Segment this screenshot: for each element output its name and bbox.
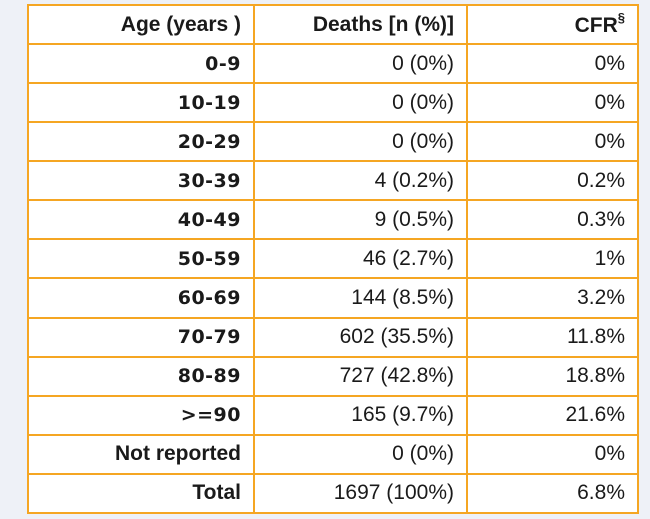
table-row: 0-9 0 (0%) 0% xyxy=(27,42,639,85)
deaths-cell: 46 (2.7%) xyxy=(253,238,468,280)
deaths-cell: 1697 (100%) xyxy=(253,472,468,515)
age-group-cell: 80-89 xyxy=(27,355,255,397)
table-row: 30-39 4 (0.2%) 0.2% xyxy=(27,160,639,202)
deaths-cell: 727 (42.8%) xyxy=(253,355,468,397)
age-group-cell: Total xyxy=(27,472,255,515)
deaths-cell: 0 (0%) xyxy=(253,433,468,475)
age-group-cell: 40-49 xyxy=(27,199,255,241)
age-group-cell: 20-29 xyxy=(27,121,255,163)
table-row: >=90 165 (9.7%) 21.6% xyxy=(27,394,639,436)
table-row-not-reported: Not reported 0 (0%) 0% xyxy=(27,433,639,475)
cfr-cell: 0% xyxy=(466,42,639,85)
deaths-cell: 602 (35.5%) xyxy=(253,316,468,358)
deaths-cell: 165 (9.7%) xyxy=(253,394,468,436)
age-group-cell: 60-69 xyxy=(27,277,255,319)
table-row-total: Total 1697 (100%) 6.8% xyxy=(27,472,639,515)
deaths-cell: 4 (0.2%) xyxy=(253,160,468,202)
age-group-cell: 10-19 xyxy=(27,82,255,124)
age-group-cell: >=90 xyxy=(27,394,255,436)
header-age: Age (years ) xyxy=(27,4,255,45)
table-row: 10-19 0 (0%) 0% xyxy=(27,82,639,124)
header-deaths: Deaths [n (%)] xyxy=(253,4,468,45)
deaths-cell: 144 (8.5%) xyxy=(253,277,468,319)
cfr-cell: 0% xyxy=(466,82,639,124)
cfr-cell: 0.2% xyxy=(466,160,639,202)
deaths-cell: 0 (0%) xyxy=(253,42,468,85)
cfr-cell: 0% xyxy=(466,121,639,163)
header-cfr-label: CFR xyxy=(574,13,618,37)
header-cfr-footnote-mark: § xyxy=(617,9,625,25)
cfr-cell: 3.2% xyxy=(466,277,639,319)
cfr-cell: 0% xyxy=(466,433,639,475)
deaths-cell: 0 (0%) xyxy=(253,82,468,124)
table-row: 80-89 727 (42.8%) 18.8% xyxy=(27,355,639,397)
age-group-cell: 50-59 xyxy=(27,238,255,280)
cfr-cell: 1% xyxy=(466,238,639,280)
header-cfr: CFR§ xyxy=(466,4,639,45)
table-row: 40-49 9 (0.5%) 0.3% xyxy=(27,199,639,241)
cfr-by-age-table: Age (years ) Deaths [n (%)] CFR§ 0-9 0 (… xyxy=(27,4,639,515)
cfr-cell: 21.6% xyxy=(466,394,639,436)
age-group-cell: 0-9 xyxy=(27,42,255,85)
table-row: 60-69 144 (8.5%) 3.2% xyxy=(27,277,639,319)
header-row: Age (years ) Deaths [n (%)] CFR§ xyxy=(27,4,639,45)
table-row: 50-59 46 (2.7%) 1% xyxy=(27,238,639,280)
deaths-cell: 9 (0.5%) xyxy=(253,199,468,241)
age-group-cell: Not reported xyxy=(27,433,255,475)
cfr-cell: 6.8% xyxy=(466,472,639,515)
table-row: 70-79 602 (35.5%) 11.8% xyxy=(27,316,639,358)
age-group-cell: 70-79 xyxy=(27,316,255,358)
deaths-cell: 0 (0%) xyxy=(253,121,468,163)
cfr-cell: 18.8% xyxy=(466,355,639,397)
age-group-cell: 30-39 xyxy=(27,160,255,202)
cfr-cell: 11.8% xyxy=(466,316,639,358)
cfr-cell: 0.3% xyxy=(466,199,639,241)
table-row: 20-29 0 (0%) 0% xyxy=(27,121,639,163)
